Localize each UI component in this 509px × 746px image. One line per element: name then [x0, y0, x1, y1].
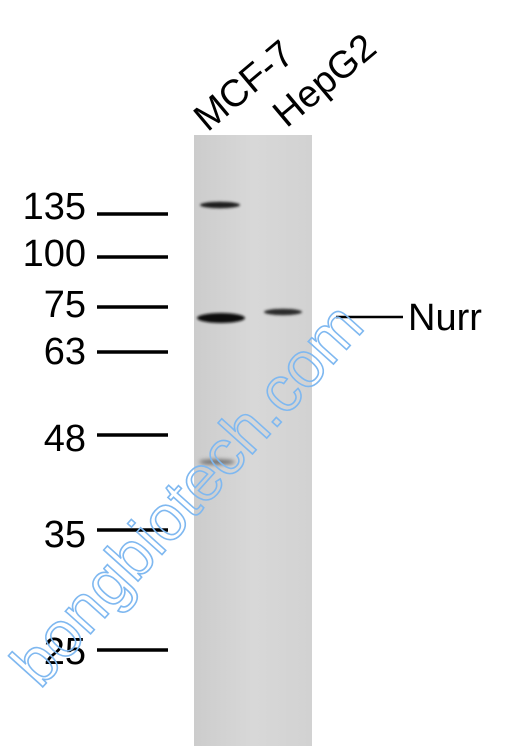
target-label-nurr: Nurr	[408, 297, 482, 339]
marker-label-48: 48	[43, 418, 86, 460]
band-mcf7-45	[199, 459, 235, 465]
marker-label-25: 25	[43, 631, 86, 673]
marker-label-135: 135	[22, 186, 86, 228]
band-mcf7-nurr	[197, 313, 245, 323]
band-hepg2-nurr	[264, 308, 302, 316]
blot-membrane	[194, 135, 312, 746]
marker-label-75: 75	[43, 284, 86, 326]
marker-label-100: 100	[22, 233, 86, 275]
band-mcf7-135	[200, 201, 240, 209]
marker-label-63: 63	[43, 331, 86, 373]
marker-label-35: 35	[43, 514, 86, 556]
